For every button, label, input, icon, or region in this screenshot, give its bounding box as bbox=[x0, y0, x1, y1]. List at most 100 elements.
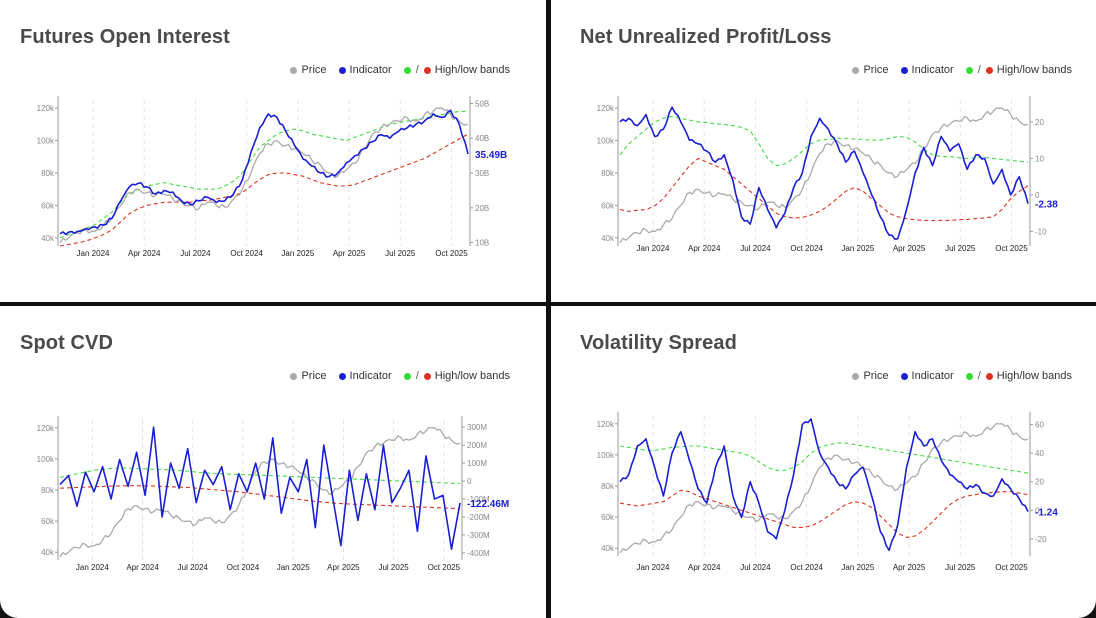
legend-item-bands[interactable]: / High/low bands bbox=[965, 370, 1072, 382]
chart-svg: Jan 2024 Apr 2024 Jul 2024 Oct 2024 Jan 2025… bbox=[597, 96, 1058, 253]
legend-label: Indicator bbox=[911, 370, 954, 382]
legend-label: High/low bands bbox=[996, 370, 1072, 382]
x-tick-label: Jan 2024 bbox=[76, 563, 109, 572]
price-line bbox=[59, 426, 461, 558]
left-tick-label: 40k bbox=[41, 548, 55, 557]
left-tick-label: 60k bbox=[601, 513, 615, 522]
legend-item-indicator[interactable]: Indicator bbox=[338, 370, 392, 382]
legend-item-price[interactable]: Price bbox=[290, 370, 327, 382]
legend-label: Price bbox=[301, 64, 327, 76]
x-tick-label: Apr 2025 bbox=[327, 563, 360, 572]
chart-svg: Jan 2024 Apr 2024 Jul 2024 Oct 2024 Jan 2025… bbox=[597, 412, 1058, 572]
chart-svg: Jan 2024 Apr 2024 Jul 2024 Oct 2024 Jan 2025… bbox=[37, 96, 507, 258]
left-tick-label: 80k bbox=[601, 169, 615, 178]
legend-label: High/low bands bbox=[996, 64, 1072, 76]
right-tick-label: 50B bbox=[475, 99, 489, 108]
right-tick-label: 60 bbox=[1035, 421, 1044, 430]
right-tick-label: -300M bbox=[467, 531, 490, 540]
chart-legend: Price Indicator / High/low bands bbox=[852, 370, 1072, 382]
indicator-dot-icon bbox=[338, 66, 346, 74]
indicator-line bbox=[619, 106, 1029, 240]
legend-item-indicator[interactable]: Indicator bbox=[338, 64, 392, 76]
x-tick-label: Jan 2025 bbox=[841, 563, 874, 572]
legend-label: Price bbox=[863, 64, 889, 76]
high-band-line bbox=[619, 115, 1029, 167]
left-tick-label: 60k bbox=[41, 517, 55, 526]
right-tick-label: 100M bbox=[467, 459, 487, 468]
price-dot-icon bbox=[290, 372, 298, 380]
legend-item-price[interactable]: Price bbox=[290, 64, 327, 76]
x-tick-label: Jul 2025 bbox=[945, 563, 976, 572]
price-line bbox=[59, 107, 469, 244]
right-tick-label: -100M bbox=[467, 495, 490, 504]
left-tick-label: 100k bbox=[597, 451, 615, 460]
low-band-dot-icon bbox=[423, 66, 431, 74]
legend-item-indicator[interactable]: Indicator bbox=[900, 64, 954, 76]
right-tick-label: 10 bbox=[1035, 154, 1044, 163]
left-tick-label: 120k bbox=[37, 424, 55, 433]
right-tick-label: 300M bbox=[467, 423, 487, 432]
x-tick-label: Apr 2024 bbox=[126, 563, 159, 572]
legend-item-price[interactable]: Price bbox=[852, 64, 889, 76]
x-tick-label: Jan 2025 bbox=[841, 244, 874, 253]
right-tick-label: 20 bbox=[1035, 118, 1044, 127]
x-tick-label: Oct 2024 bbox=[790, 563, 823, 572]
price-dot-icon bbox=[852, 372, 860, 380]
left-tick-label: 100k bbox=[37, 137, 55, 146]
x-tick-label: Oct 2025 bbox=[428, 563, 461, 572]
indicator-dot-icon bbox=[900, 372, 908, 380]
last-value-label: -122.46M bbox=[467, 499, 509, 510]
legend-label: Price bbox=[301, 370, 327, 382]
chart-title: Net Unrealized Profit/Loss bbox=[580, 26, 832, 48]
left-tick-label: 120k bbox=[597, 420, 615, 429]
x-tick-label: Jan 2024 bbox=[637, 563, 670, 572]
x-tick-label: Oct 2024 bbox=[230, 249, 263, 258]
x-tick-label: Jan 2024 bbox=[637, 244, 670, 253]
legend-item-bands[interactable]: / High/low bands bbox=[965, 64, 1072, 76]
legend-label: Indicator bbox=[349, 370, 392, 382]
x-tick-label: Apr 2024 bbox=[688, 563, 721, 572]
low-band-line bbox=[59, 485, 461, 510]
high-band-line bbox=[59, 110, 468, 239]
indicator-dot-icon bbox=[338, 372, 346, 380]
x-tick-label: Apr 2025 bbox=[893, 244, 926, 253]
left-tick-label: 40k bbox=[601, 544, 615, 553]
x-tick-label: Oct 2025 bbox=[995, 244, 1028, 253]
panel-spot-cvd: Spot CVD Price Indicator / High/low bands… bbox=[0, 306, 546, 618]
x-tick-label: Jan 2025 bbox=[281, 249, 314, 258]
left-tick-label: 100k bbox=[37, 455, 55, 464]
legend-label: High/low bands bbox=[434, 64, 510, 76]
chart-svg: Jan 2024 Apr 2024 Jul 2024 Oct 2024 Jan 2025… bbox=[37, 416, 509, 572]
price-dot-icon bbox=[852, 66, 860, 74]
x-tick-label: Oct 2024 bbox=[227, 563, 260, 572]
chart-legend: Price Indicator / High/low bands bbox=[290, 370, 510, 382]
high-band-dot-icon bbox=[965, 372, 973, 380]
x-tick-label: Jul 2024 bbox=[740, 244, 771, 253]
high-band-line bbox=[619, 442, 1029, 474]
x-tick-label: Apr 2025 bbox=[333, 249, 366, 258]
right-tick-label: 0 bbox=[1035, 191, 1040, 200]
low-band-dot-icon bbox=[985, 66, 993, 74]
legend-item-indicator[interactable]: Indicator bbox=[900, 370, 954, 382]
last-value-label: 35.49B bbox=[475, 150, 507, 161]
low-band-dot-icon bbox=[423, 372, 431, 380]
legend-item-bands[interactable]: / High/low bands bbox=[403, 370, 510, 382]
legend-label: High/low bands bbox=[434, 370, 510, 382]
left-tick-label: 40k bbox=[41, 234, 55, 243]
chart-title: Spot CVD bbox=[20, 332, 114, 354]
legend-item-bands[interactable]: / High/low bands bbox=[403, 64, 510, 76]
chart-title: Volatility Spread bbox=[580, 332, 737, 354]
panel-net-unrealized-profit-loss: Net Unrealized Profit/Loss Price Indicat… bbox=[551, 0, 1096, 302]
x-tick-label: Oct 2025 bbox=[995, 563, 1028, 572]
x-tick-label: Jan 2024 bbox=[77, 249, 110, 258]
left-tick-label: 120k bbox=[597, 104, 615, 113]
x-tick-label: Jul 2025 bbox=[385, 249, 416, 258]
legend-item-price[interactable]: Price bbox=[852, 370, 889, 382]
right-tick-label: 40B bbox=[475, 134, 489, 143]
left-tick-label: 40k bbox=[601, 234, 615, 243]
legend-label: Indicator bbox=[911, 64, 954, 76]
right-tick-label: 40 bbox=[1035, 449, 1044, 458]
high-band-dot-icon bbox=[403, 66, 411, 74]
x-tick-label: Jul 2025 bbox=[378, 563, 409, 572]
low-band-line bbox=[59, 133, 469, 247]
